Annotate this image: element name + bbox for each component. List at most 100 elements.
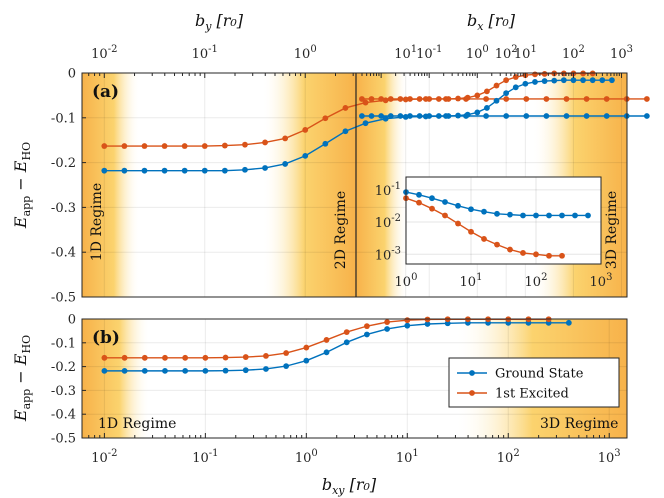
inset-x-tick-label: 100 [395, 272, 418, 290]
panel-a-top-right-tick-label: 10-1 [416, 44, 442, 62]
panel-a-right-ground-point [455, 112, 461, 119]
panel-a-left-excited-line [104, 98, 647, 147]
panel-b-ground-point [222, 367, 229, 374]
panel-a-right-ground-point [474, 109, 481, 116]
panel-a-right-ground-point [609, 77, 615, 84]
panel-b-ground-point [242, 367, 249, 374]
panel-a-right-excited-point [368, 96, 375, 102]
panel-b-y-tick-label: -0.5 [51, 432, 76, 447]
panel-a-right-ground-point [599, 77, 606, 84]
panel-b-ground-point [263, 366, 269, 372]
panel-a-y-tick-label: -0.4 [51, 246, 76, 261]
panel-b-ground-point [384, 326, 390, 332]
regime-1d-shading [82, 73, 140, 297]
panel-b-excited-point [141, 354, 148, 361]
panel-a-left-ground-point [362, 120, 369, 127]
panel-a-left-excited-point [603, 96, 610, 102]
inset-ground-point [416, 191, 422, 198]
legend-box [448, 357, 620, 408]
inset-ground-point [481, 208, 487, 215]
panel-a-left-excited-point [362, 99, 369, 106]
panel-a-left-excited-point [523, 96, 530, 102]
inset-excited-point [416, 199, 422, 206]
panel-a-y-tick-label: -0.1 [51, 111, 76, 126]
panel-a-right-ground-point [464, 111, 471, 118]
panel-b-tag: (b) [92, 328, 120, 348]
inset-ground-point [559, 212, 565, 219]
inset-excited-point [559, 252, 565, 259]
panel-a-top-left-tick-label: 10-1 [192, 44, 218, 62]
panel-a-right-excited-point [426, 96, 433, 102]
panel-a-left-ground-point [643, 113, 650, 119]
panel-b-tick-label: 10-2 [91, 448, 117, 466]
panel-b-excited-point [242, 354, 249, 360]
panel-a-ylabel: Eapp − EHO [11, 142, 33, 229]
panel-b-ground-point [182, 367, 189, 374]
panel-a-y-tick-label: -0.3 [51, 201, 76, 216]
panel-a-top-left-tick-label: 100 [294, 44, 317, 62]
regime-1d-shading-b [82, 319, 150, 438]
panel-a-top-right-tick-label: 100 [466, 44, 489, 62]
panel-b-excited-point [283, 350, 290, 356]
panel-b-y-tick-label: -0.3 [51, 384, 76, 399]
panel-b-excited-point [384, 319, 390, 325]
panel-a-left-excited-point [201, 143, 208, 149]
panel-a-right-excited-point [493, 82, 500, 89]
panel-a-right-excited-point [435, 96, 442, 102]
inset-ground-point [533, 212, 539, 219]
inset-y-tick-label: 10-2 [375, 213, 401, 231]
panel-a-right-ground-point [493, 97, 500, 104]
inset-excited-point [442, 212, 448, 219]
panel-a-right-excited-point [532, 71, 538, 78]
panel-a-right-ground-point [359, 113, 365, 119]
panel-b-ground-point [323, 349, 330, 356]
inset-ground-point [507, 211, 513, 218]
inset-excited-point [481, 236, 487, 242]
panel-a-right-excited-point [407, 96, 413, 102]
panel-a-right-ground-point [580, 77, 586, 84]
panel-a-top-left-tick-label: 101 [394, 44, 417, 62]
panel-a-left-excited-point [583, 96, 590, 102]
panel-a-right-excited-point [416, 96, 423, 102]
panel-a-right-ground-point [570, 77, 577, 84]
panel-a-left-excited-point [563, 96, 570, 102]
inset-excited-point [533, 251, 539, 258]
inset-excited-point [468, 228, 474, 235]
panel-b-ground-point [343, 339, 350, 346]
inset-ground-point [546, 212, 552, 219]
panel-a-right-excited-point [474, 92, 481, 99]
inset-excited-point [546, 252, 552, 259]
panel-a-right-excited-point [359, 96, 365, 102]
panel-a-y-tick-label: -0.2 [51, 156, 76, 171]
panel-b-excited-point [202, 354, 209, 361]
panel-a-right-excited-point [445, 96, 452, 102]
panel-a-right-ground-point [416, 113, 423, 119]
panel-a-left-excited-point [242, 141, 248, 148]
panel-a-left-excited-point [322, 115, 329, 122]
panel-b-excited-point [343, 329, 350, 335]
legend-swatch-marker [469, 390, 475, 396]
legend-entry-label: 1st Excited [495, 387, 569, 402]
panel-a-y-tick-label: -0.5 [51, 291, 76, 306]
panel-a-left-excited-point [483, 96, 490, 102]
panel-a-left-ground-point [503, 113, 510, 119]
panel-b-y-tick-label: -0.1 [51, 336, 76, 351]
inset-excited-point [429, 205, 435, 212]
panel-a-left-excited-point [643, 96, 650, 102]
panel-a-right-excited-point [397, 96, 404, 102]
panel-a-right-excited-point [503, 77, 510, 84]
panel-a-right-ground-point [532, 79, 538, 85]
panel-a-right-ground-point [560, 77, 567, 84]
panel-b-ground-point [444, 320, 451, 327]
panel-a-xlabel-by: by [r₀] [195, 11, 244, 33]
panel-a-y-tick-label: 0 [68, 67, 76, 82]
panel-a-left-ground-point [583, 113, 590, 119]
panel-b-ground-point [404, 322, 411, 329]
inset-ground-point [585, 212, 591, 219]
legend-swatch-marker [469, 370, 475, 376]
inset-ground-point [572, 212, 578, 219]
panel-b-excited-point [303, 344, 310, 351]
regime-label-1d-a: 1D Regime [89, 183, 105, 261]
inset-y-tick-label: 10-3 [375, 245, 401, 263]
panel-a-left-ground-point [483, 113, 490, 119]
